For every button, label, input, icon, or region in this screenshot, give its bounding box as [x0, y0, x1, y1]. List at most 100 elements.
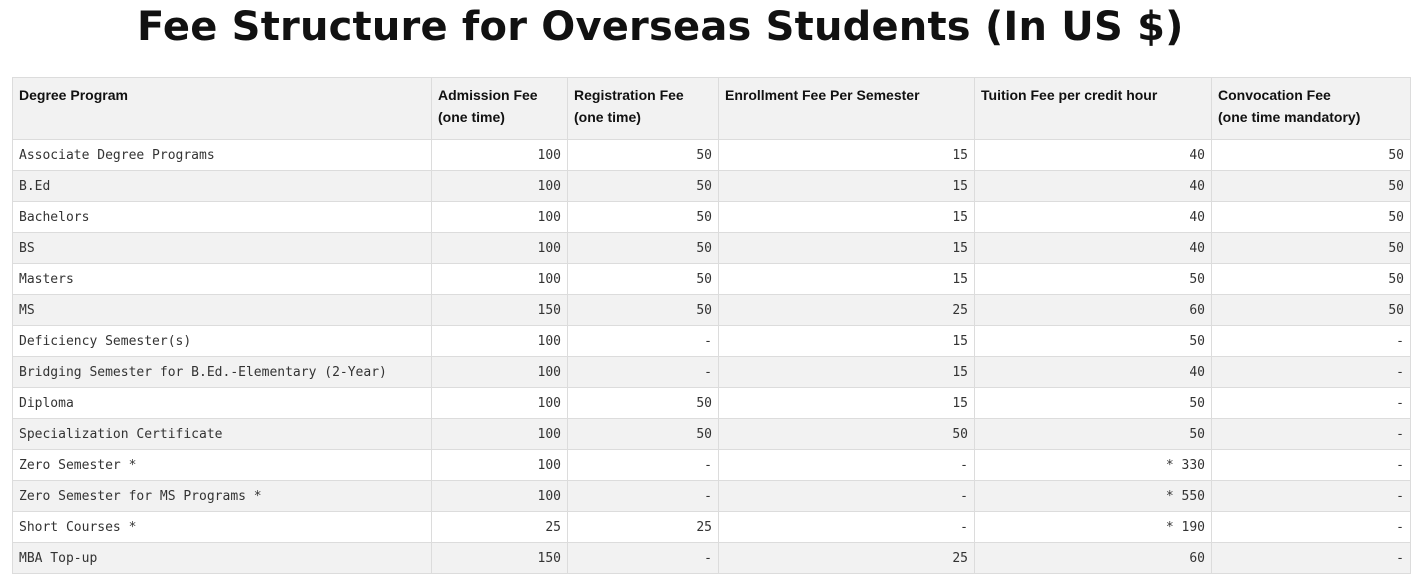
table-row: Zero Semester for MS Programs * 100- - * 55…: [12, 480, 1411, 512]
fee-cell: -: [718, 480, 975, 512]
fee-cell: 100: [431, 418, 568, 450]
fee-cell: 50: [1211, 170, 1411, 202]
table-row: Specialization Certificate 100 50 50 50-: [12, 418, 1411, 450]
program-cell: Bachelors: [12, 201, 432, 233]
fee-cell: -: [1211, 542, 1411, 574]
fee-cell: 15: [718, 356, 975, 388]
header-line: Enrollment Fee Per Semester: [725, 87, 920, 103]
program-cell: BS: [12, 232, 432, 264]
fee-cell: 100: [431, 201, 568, 233]
fee-cell: 50: [1211, 201, 1411, 233]
fee-cell: -: [1211, 449, 1411, 481]
fee-cell: * 190: [974, 511, 1212, 543]
program-cell: Masters: [12, 263, 432, 295]
program-cell: MBA Top-up: [12, 542, 432, 574]
fee-cell: 50: [567, 294, 719, 326]
fee-cell: 40: [974, 232, 1212, 264]
program-cell: Zero Semester for MS Programs *: [12, 480, 432, 512]
header-line: Registration Fee: [574, 87, 684, 103]
fee-cell: 15: [718, 387, 975, 419]
fee-cell: 50: [718, 418, 975, 450]
fee-cell: -: [1211, 418, 1411, 450]
table-row: MS 150 50 25 60 50: [12, 294, 1411, 326]
header-cell: Tuition Fee per credit hour: [974, 77, 1212, 140]
fee-cell: 100: [431, 232, 568, 264]
fee-cell: -: [567, 449, 719, 481]
fee-cell: -: [567, 480, 719, 512]
fee-cell: 40: [974, 139, 1212, 171]
table-row: Masters 100 50 15 50 50: [12, 263, 1411, 295]
fee-cell: 50: [567, 139, 719, 171]
header-cell: Enrollment Fee Per Semester: [718, 77, 975, 140]
fee-cell: 25: [567, 511, 719, 543]
fee-cell: 100: [431, 387, 568, 419]
fee-cell: -: [718, 511, 975, 543]
header-cell: Degree Program: [12, 77, 432, 140]
header-row: Degree Program Admission Fee (one time) Reg…: [12, 77, 1411, 140]
header-line: Tuition Fee per credit hour: [981, 87, 1158, 103]
fee-cell: 40: [974, 201, 1212, 233]
fee-cell: 15: [718, 201, 975, 233]
fee-table: Degree Program Admission Fee (one time) Reg…: [12, 77, 1411, 574]
fee-cell: 50: [1211, 294, 1411, 326]
table-row: Associate Degree Programs 100 50 15 40 50: [12, 139, 1411, 171]
table-row: Bachelors 100 50 15 40 50: [12, 201, 1411, 233]
fee-cell: 50: [567, 201, 719, 233]
fee-cell: 15: [718, 139, 975, 171]
program-cell: B.Ed: [12, 170, 432, 202]
table-row: BS 100 50 15 40 50: [12, 232, 1411, 264]
header-line: Degree Program: [19, 87, 128, 103]
fee-cell: * 330: [974, 449, 1212, 481]
fee-cell: 50: [974, 263, 1212, 295]
fee-cell: 100: [431, 480, 568, 512]
fee-cell: 50: [567, 418, 719, 450]
fee-cell: 100: [431, 356, 568, 388]
program-cell: Diploma: [12, 387, 432, 419]
table-row: Short Courses * 25 25- * 190-: [12, 511, 1411, 543]
table-row: B.Ed 100 50 15 40 50: [12, 170, 1411, 202]
header-line: (one time): [574, 109, 641, 125]
header-line: Admission Fee: [438, 87, 538, 103]
program-cell: Specialization Certificate: [12, 418, 432, 450]
fee-cell: -: [567, 325, 719, 357]
program-cell: MS: [12, 294, 432, 326]
fee-cell: * 550: [974, 480, 1212, 512]
fee-cell: 50: [567, 170, 719, 202]
fee-cell: 15: [718, 325, 975, 357]
fee-cell: 150: [431, 294, 568, 326]
fee-cell: -: [567, 356, 719, 388]
fee-cell: -: [1211, 511, 1411, 543]
table-row: Diploma 100 50 15 50-: [12, 387, 1411, 419]
fee-cell: 100: [431, 170, 568, 202]
table-row: Zero Semester * 100- - * 330-: [12, 449, 1411, 481]
fee-cell: 50: [1211, 232, 1411, 264]
fee-cell: -: [1211, 356, 1411, 388]
fee-cell: -: [1211, 387, 1411, 419]
fee-cell: 15: [718, 232, 975, 264]
table-row: MBA Top-up 150-25 60-: [12, 542, 1411, 574]
program-cell: Deficiency Semester(s): [12, 325, 432, 357]
table-row: Bridging Semester for B.Ed.-Elementary (…: [12, 356, 1411, 388]
program-cell: Bridging Semester for B.Ed.-Elementary (…: [12, 356, 432, 388]
fee-cell: 100: [431, 325, 568, 357]
fee-cell: -: [1211, 325, 1411, 357]
fee-cell: 25: [431, 511, 568, 543]
program-cell: Zero Semester *: [12, 449, 432, 481]
table-head: Degree Program Admission Fee (one time) Reg…: [12, 77, 1411, 140]
table-row: Deficiency Semester(s) 100-15 50-: [12, 325, 1411, 357]
header-line: (one time mandatory): [1218, 109, 1361, 125]
fee-cell: 40: [974, 356, 1212, 388]
header-cell: Registration Fee (one time): [567, 77, 719, 140]
fee-cell: 50: [567, 387, 719, 419]
fee-cell: 50: [974, 418, 1212, 450]
fee-cell: 50: [1211, 139, 1411, 171]
header-line: (one time): [438, 109, 505, 125]
fee-cell: 50: [974, 325, 1212, 357]
page-title: Fee Structure for Overseas Students (In …: [137, 4, 1184, 50]
header-line: Convocation Fee: [1218, 87, 1331, 103]
fee-cell: 50: [974, 387, 1212, 419]
fee-cell: 25: [718, 294, 975, 326]
fee-cell: 60: [974, 294, 1212, 326]
fee-cell: 15: [718, 170, 975, 202]
header-cell: Admission Fee (one time): [431, 77, 568, 140]
